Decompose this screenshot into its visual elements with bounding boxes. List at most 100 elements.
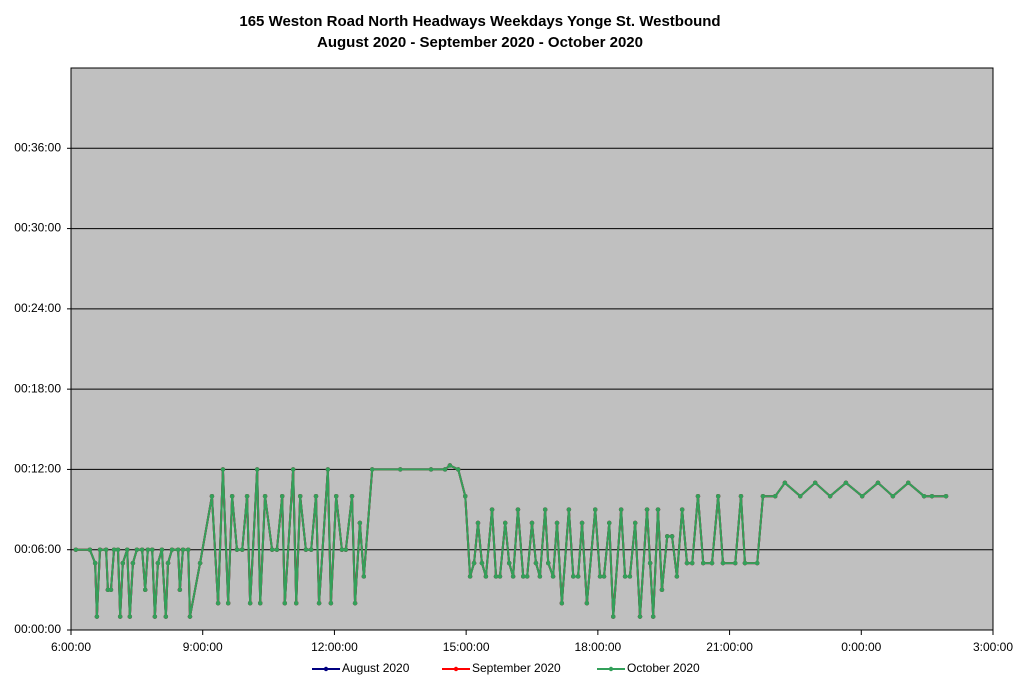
data-point	[297, 493, 303, 499]
data-point	[92, 560, 98, 566]
data-point	[234, 547, 240, 552]
y-tick-label: 00:36:00	[14, 140, 61, 154]
data-point	[220, 467, 226, 472]
data-point	[550, 574, 556, 579]
data-point	[328, 601, 334, 606]
data-point	[124, 547, 130, 552]
data-point	[760, 493, 766, 499]
data-point	[163, 614, 169, 619]
data-point	[150, 547, 155, 552]
y-tick-label: 00:06:00	[14, 542, 61, 556]
data-point	[145, 547, 151, 552]
data-point	[843, 480, 849, 486]
data-point	[497, 574, 503, 579]
data-point	[152, 614, 158, 619]
data-point	[827, 493, 833, 499]
data-point	[773, 493, 778, 499]
data-point	[483, 574, 489, 579]
x-tick-label: 0:00:00	[841, 640, 881, 654]
data-point	[733, 560, 738, 566]
data-point	[632, 520, 638, 526]
data-point	[755, 560, 760, 566]
data-point	[715, 493, 721, 499]
data-point	[524, 574, 530, 579]
data-point	[279, 493, 285, 499]
data-point	[349, 493, 355, 499]
data-point	[695, 493, 701, 499]
data-point	[247, 601, 253, 606]
plot-border	[70, 67, 994, 631]
data-point	[117, 614, 123, 619]
data-point	[611, 614, 616, 619]
data-point	[709, 560, 715, 566]
data-point	[690, 560, 695, 566]
data-point	[134, 547, 140, 552]
data-point	[229, 493, 235, 499]
data-point	[593, 507, 598, 512]
y-tick-label: 00:00:00	[14, 622, 61, 636]
plot-area	[71, 68, 993, 630]
data-point	[475, 520, 481, 526]
data-point	[489, 507, 495, 512]
data-point	[684, 560, 690, 566]
data-point	[254, 467, 260, 472]
data-point	[627, 574, 633, 579]
data-point	[812, 480, 818, 486]
data-point	[73, 547, 79, 552]
legend-marker	[608, 666, 614, 672]
chart-subtitle: August 2020 - September 2020 - October 2…	[317, 34, 643, 51]
data-point	[94, 614, 100, 619]
data-point	[875, 480, 881, 486]
data-point	[890, 493, 896, 499]
x-tick-label: 9:00:00	[183, 640, 223, 654]
data-point	[647, 560, 653, 566]
data-point	[529, 520, 535, 526]
data-point	[742, 560, 748, 566]
data-point	[97, 547, 103, 552]
data-point	[361, 574, 367, 579]
data-point	[471, 560, 477, 566]
legend-label: August 2020	[342, 661, 410, 675]
data-point	[579, 520, 585, 526]
data-point	[537, 574, 543, 579]
data-point	[906, 480, 911, 486]
data-point	[165, 560, 171, 566]
data-point	[333, 493, 339, 499]
data-point	[325, 467, 331, 472]
data-point	[618, 507, 624, 512]
data-point	[493, 574, 499, 579]
data-point	[659, 587, 665, 593]
data-point	[674, 574, 680, 579]
data-point	[701, 560, 706, 566]
data-point	[571, 574, 576, 579]
legend-marker	[453, 666, 459, 672]
data-point	[282, 601, 288, 606]
data-point	[316, 601, 322, 606]
data-point	[269, 547, 275, 552]
x-tick-label: 12:00:00	[311, 640, 358, 654]
data-point	[650, 614, 656, 619]
data-point	[738, 493, 744, 499]
data-point	[637, 614, 643, 619]
x-tick-label: 6:00:00	[51, 640, 91, 654]
data-point	[87, 547, 93, 552]
data-point	[209, 493, 215, 499]
data-point	[720, 560, 726, 566]
data-point	[665, 534, 670, 539]
data-point	[467, 574, 473, 579]
data-point	[601, 574, 607, 579]
data-point	[442, 467, 448, 472]
y-tick-label: 00:24:00	[14, 301, 61, 315]
data-point	[479, 560, 485, 566]
x-tick-label: 15:00:00	[443, 640, 490, 654]
data-point	[294, 601, 299, 606]
data-point	[398, 467, 403, 472]
y-tick-label: 00:18:00	[14, 381, 61, 395]
data-point	[187, 614, 193, 619]
data-point	[115, 547, 121, 552]
x-tick-label: 21:00:00	[706, 640, 753, 654]
data-point	[120, 560, 126, 566]
data-point	[428, 467, 434, 472]
data-point	[566, 507, 572, 512]
